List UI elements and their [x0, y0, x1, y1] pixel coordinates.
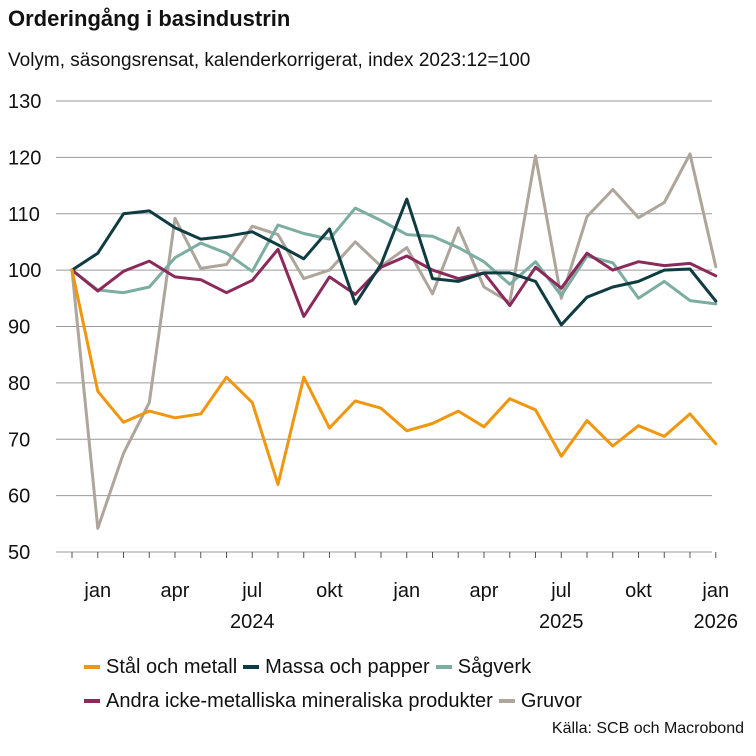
x-tick-label: jan [83, 580, 111, 602]
legend-swatch-massa [243, 665, 260, 669]
source-note: Källa: SCB och Macrobond [551, 720, 744, 737]
x-year-label: 2025 [539, 611, 584, 633]
series-line-3 [70, 247, 718, 318]
y-tick-label: 80 [8, 373, 30, 395]
legend-item-andra: Andra icke-metalliska mineraliska produk… [84, 690, 493, 713]
y-tick-label: 110 [8, 204, 40, 226]
chart-title: Orderingång i basindustrin [8, 6, 291, 31]
legend-label-gruvor: Gruvor [520, 689, 582, 712]
legend-swatch-stal [84, 665, 100, 669]
legend-swatch-andra [84, 699, 100, 703]
x-tick-label: jan [392, 580, 420, 602]
legend-swatch-sagverk [435, 665, 452, 669]
x-tick-label: jan [701, 580, 729, 602]
legend-row-2: Andra icke-metalliska mineraliska produk… [84, 684, 744, 718]
legend-item-sagverk: Sågverk [435, 655, 532, 679]
y-tick-label: 60 [8, 486, 30, 508]
x-tick-label: jul [550, 580, 571, 602]
x-tick-label: apr [161, 580, 190, 602]
y-tick-label: 50 [8, 542, 30, 564]
series-lines [70, 152, 718, 530]
legend-row-1: Stål och metall Massa och papper Sågverk [84, 650, 744, 684]
x-axis: jan apr jul okt jan apr jul okt jan 2024 2025 2026 [71, 552, 739, 633]
y-axis: 130 120 110 100 90 80 70 60 50 [8, 91, 41, 564]
y-tick-label: 70 [8, 429, 30, 451]
series-line-2 [70, 206, 718, 306]
x-year-label: 2026 [694, 611, 739, 633]
x-tick-label: jul [241, 580, 262, 602]
x-tick-label: okt [316, 580, 343, 602]
x-tick-label: okt [625, 580, 652, 602]
line-chart: 130 120 110 100 90 80 70 60 50 jan apr jul okt jan ap… [8, 91, 739, 633]
gridlines [56, 100, 712, 553]
legend-swatch-gruvor [498, 699, 515, 703]
legend-item-gruvor: Gruvor [498, 689, 582, 713]
legend-label-massa: Massa och papper [265, 655, 430, 678]
x-year-label: 2024 [230, 611, 275, 633]
y-tick-label: 130 [8, 91, 41, 113]
legend: Stål och metall Massa och papper Sågverk… [84, 650, 744, 718]
legend-label-sagverk: Sågverk [457, 655, 532, 678]
legend-label-andra: Andra icke-metalliska mineraliska produk… [106, 689, 493, 712]
y-tick-label: 100 [8, 260, 41, 282]
y-tick-label: 90 [8, 317, 30, 339]
legend-label-stal: Stål och metall [106, 655, 238, 678]
y-tick-label: 120 [8, 147, 41, 169]
x-tick-label: apr [470, 580, 499, 602]
series-line-1 [70, 197, 718, 327]
legend-item-stal: Stål och metall [84, 656, 237, 679]
series-line-0 [70, 268, 718, 486]
series-line-4 [70, 152, 718, 530]
chart-subtitle: Volym, säsongsrensat, kalenderkorrigerat… [8, 50, 531, 71]
legend-item-massa: Massa och papper [243, 656, 430, 679]
